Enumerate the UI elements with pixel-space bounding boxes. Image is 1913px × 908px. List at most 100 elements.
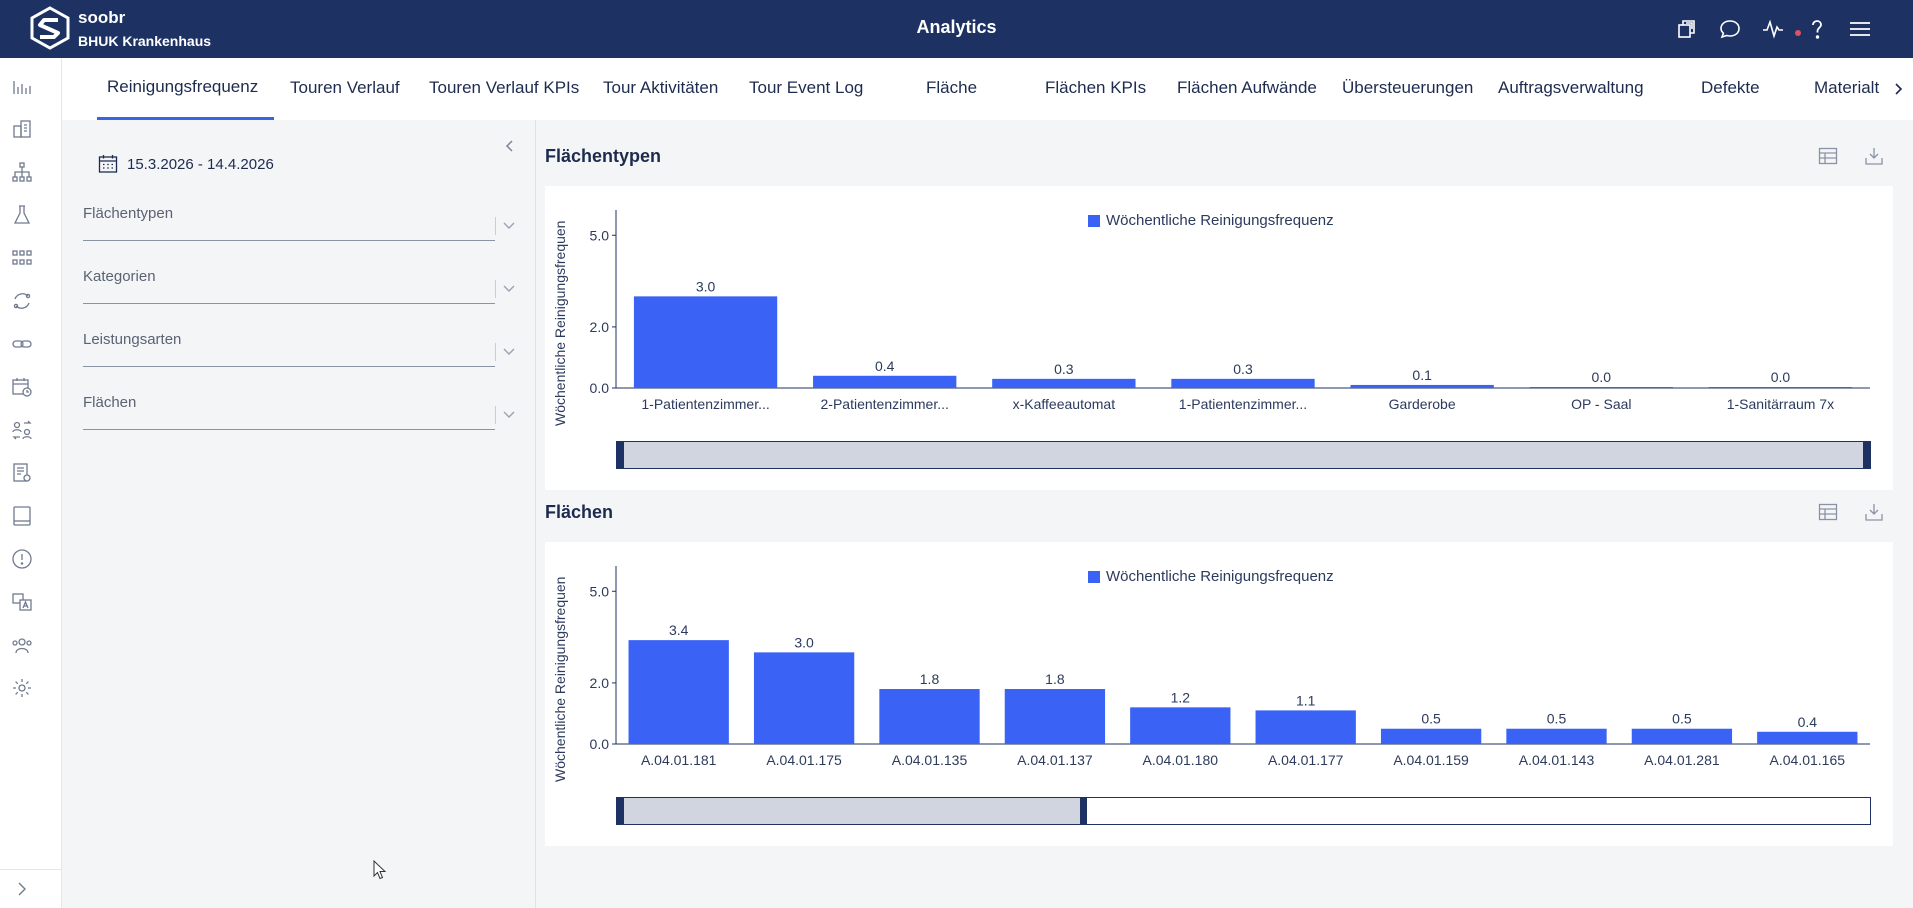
bar bbox=[628, 640, 729, 744]
filter-divider bbox=[495, 406, 496, 424]
page-title: Analytics bbox=[0, 17, 1913, 38]
mouse-cursor-icon bbox=[373, 860, 387, 880]
building-icon[interactable] bbox=[9, 116, 35, 142]
calendar-clock-icon[interactable] bbox=[9, 374, 35, 400]
navigation-rail bbox=[0, 58, 62, 908]
filter-label: Kategorien bbox=[83, 268, 156, 285]
legend-swatch bbox=[1088, 570, 1100, 583]
chart-legend[interactable]: Wöchentliche Reinigungsfrequenz bbox=[1088, 212, 1334, 229]
bar-chart-icon[interactable] bbox=[9, 74, 35, 100]
chart-scroller[interactable] bbox=[616, 797, 1871, 825]
tab-flaeche[interactable]: Fläche bbox=[926, 78, 978, 97]
filter-flaechen[interactable]: Flächen bbox=[83, 394, 515, 430]
report-icon[interactable] bbox=[9, 460, 35, 486]
scroller-handle-right[interactable] bbox=[1079, 798, 1087, 824]
filter-leistungsarten[interactable]: Leistungsarten bbox=[83, 331, 515, 367]
chevron-right-icon[interactable] bbox=[9, 876, 35, 902]
alert-icon[interactable] bbox=[9, 546, 35, 572]
scroller-handle-left[interactable] bbox=[617, 442, 624, 468]
soobr-logo-icon[interactable] bbox=[28, 6, 72, 50]
x-tick-label: A.04.01.135 bbox=[892, 752, 968, 768]
settings-icon[interactable] bbox=[9, 675, 35, 701]
notification-dot-icon bbox=[1795, 30, 1801, 36]
x-tick-label: A.04.01.181 bbox=[641, 752, 717, 768]
tab-tour-aktivitaeten[interactable]: Tour Aktivitäten bbox=[603, 78, 719, 97]
bar bbox=[1757, 731, 1858, 744]
bar-chart-flaechentypen: 0.0 2.0 5.0 3.0 1-Patientenzimmer... 0.4 2-Pat… bbox=[590, 210, 1870, 412]
data-label: 0.5 bbox=[1547, 711, 1567, 727]
tab-uebersteuerungen[interactable]: Übersteuerungen bbox=[1342, 78, 1474, 97]
menu-icon[interactable] bbox=[1847, 16, 1873, 42]
data-label: 0.0 bbox=[1592, 369, 1612, 385]
table-view-icon[interactable] bbox=[1816, 144, 1840, 168]
filter-label: Flächentypen bbox=[83, 205, 174, 222]
legend-label: Wöchentliche Reinigungsfrequenz bbox=[1106, 568, 1334, 585]
tab-flaechen-kpis[interactable]: Flächen KPIs bbox=[1045, 78, 1147, 97]
grid-icon[interactable] bbox=[9, 245, 35, 271]
team-icon[interactable] bbox=[9, 632, 35, 658]
download-icon[interactable] bbox=[1862, 144, 1886, 168]
translate-icon[interactable] bbox=[9, 589, 35, 615]
bar bbox=[1255, 710, 1356, 744]
filter-kategorien[interactable]: Kategorien bbox=[83, 268, 515, 304]
bar-chart-flaechen: 0.0 2.0 5.0 3.4 A.04.01.181 3.0 A.04.01.175 1.8… bbox=[590, 566, 1870, 768]
tab-defekte[interactable]: Defekte bbox=[1701, 78, 1760, 97]
x-tick-label: A.04.01.177 bbox=[1268, 752, 1344, 768]
chat-icon[interactable] bbox=[1717, 16, 1743, 42]
x-tick-label: OP - Saal bbox=[1571, 396, 1631, 412]
chart-legend[interactable]: Wöchentliche Reinigungsfrequenz bbox=[1088, 568, 1334, 585]
x-tick-label: 2-Patientenzimmer... bbox=[821, 396, 949, 412]
tab-touren-verlauf[interactable]: Touren Verlauf bbox=[290, 78, 400, 97]
tab-touren-verlauf-kpis[interactable]: Touren Verlauf KPIs bbox=[429, 78, 580, 97]
chevron-left-icon[interactable] bbox=[500, 136, 520, 156]
page-title-text: Analytics bbox=[916, 17, 997, 37]
bar bbox=[1171, 378, 1315, 388]
tablet-icon[interactable] bbox=[9, 503, 35, 529]
filter-label: Flächen bbox=[83, 394, 137, 411]
swap-users-icon[interactable] bbox=[9, 417, 35, 443]
scroller-handle-left[interactable] bbox=[617, 798, 624, 824]
data-label: 0.0 bbox=[1771, 369, 1791, 385]
copy-icon[interactable] bbox=[1674, 16, 1700, 42]
top-bar: soobr BHUK Krankenhaus Analytics bbox=[0, 0, 1913, 58]
chart-scroller[interactable] bbox=[616, 441, 1871, 469]
filter-label: Leistungsarten bbox=[83, 331, 182, 348]
flask-icon[interactable] bbox=[9, 202, 35, 228]
bar bbox=[1004, 689, 1106, 744]
bar bbox=[992, 378, 1136, 388]
tab-auftragsverwaltung[interactable]: Auftragsverwaltung bbox=[1498, 78, 1644, 97]
table-view-icon[interactable] bbox=[1816, 500, 1840, 524]
scroller-window[interactable] bbox=[617, 442, 1870, 468]
scroller-handle-right[interactable] bbox=[1863, 442, 1870, 468]
activity-icon[interactable] bbox=[1760, 16, 1786, 42]
filter-flaechentypen[interactable]: Flächentypen bbox=[83, 205, 515, 241]
tab-scroll-right-icon[interactable] bbox=[1888, 78, 1908, 100]
data-label: 0.4 bbox=[1798, 714, 1818, 730]
download-icon[interactable] bbox=[1862, 500, 1886, 524]
x-tick-label: A.04.01.159 bbox=[1393, 752, 1469, 768]
tab-reinigungsfrequenz[interactable]: Reinigungsfrequenz bbox=[107, 77, 259, 96]
legend-swatch bbox=[1088, 214, 1100, 227]
cycle-icon[interactable] bbox=[9, 288, 35, 314]
scroller-window[interactable] bbox=[617, 798, 1087, 824]
y-tick-label: 5.0 bbox=[590, 227, 610, 243]
chevron-down-icon bbox=[503, 411, 515, 418]
tab-materialt[interactable]: Materialt bbox=[1814, 78, 1880, 97]
data-label: 1.1 bbox=[1296, 692, 1316, 708]
x-tick-label: A.04.01.137 bbox=[1017, 752, 1093, 768]
section-title-flaechen: Flächen bbox=[545, 502, 614, 522]
chart-card-flaechen: Wöchentliche Reinigungsfrequenz Wöchentl… bbox=[545, 542, 1893, 846]
tab-flaechen-aufwaende[interactable]: Flächen Aufwände bbox=[1177, 78, 1317, 97]
data-label: 1.8 bbox=[1045, 671, 1065, 687]
section-title-flaechentypen: Flächentypen bbox=[545, 146, 662, 166]
tab-tour-event-log[interactable]: Tour Event Log bbox=[749, 78, 864, 97]
bar bbox=[879, 689, 980, 744]
filter-panel bbox=[62, 120, 536, 908]
hierarchy-icon[interactable] bbox=[9, 159, 35, 185]
bar bbox=[1130, 707, 1231, 744]
link-icon[interactable] bbox=[9, 331, 35, 357]
date-range-picker[interactable]: 15.3.2026 - 14.4.2026 bbox=[98, 154, 274, 174]
data-label: 0.3 bbox=[1233, 361, 1253, 377]
help-icon[interactable] bbox=[1804, 16, 1830, 42]
y-tick-label: 0.0 bbox=[590, 380, 610, 396]
